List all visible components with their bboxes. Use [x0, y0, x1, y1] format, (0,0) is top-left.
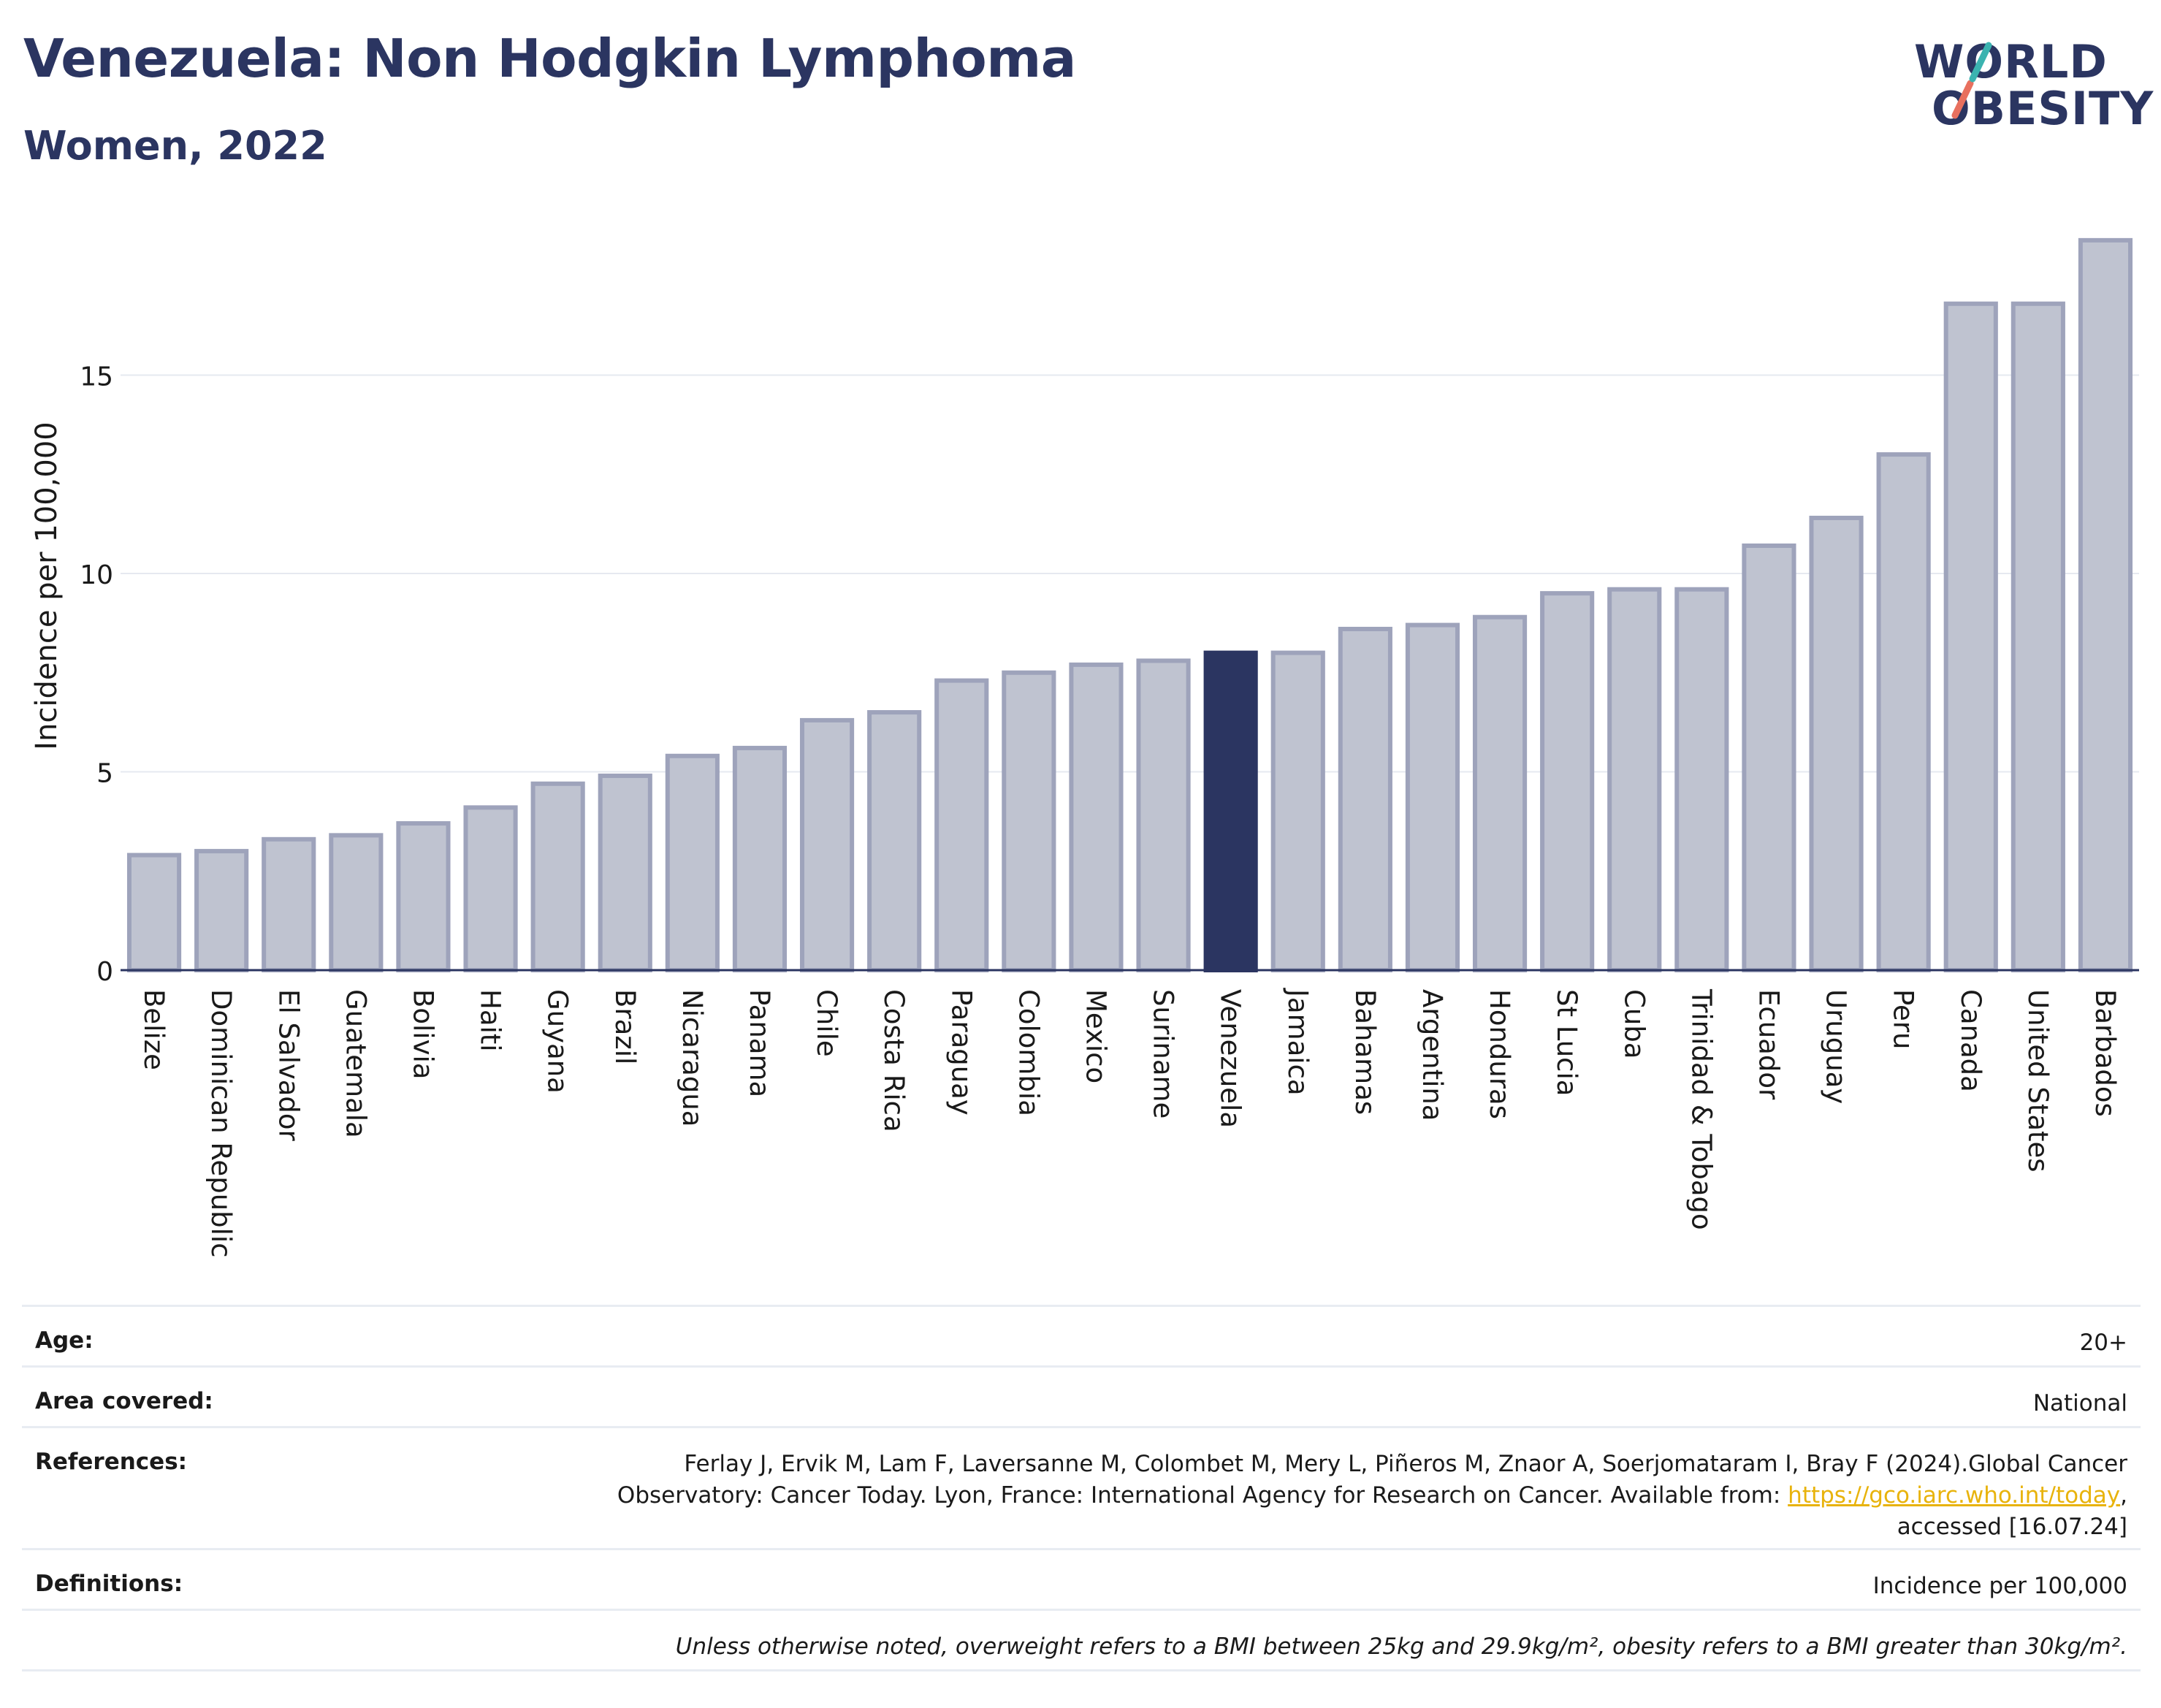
- bar: [463, 805, 518, 973]
- x-tick-label: Mexico: [1080, 989, 1111, 1083]
- y-tick-label: 15: [80, 362, 113, 392]
- definitions-label: Definitions:: [35, 1571, 183, 1597]
- x-tick-label: Paraguay: [945, 989, 977, 1116]
- page-title: Venezuela: Non Hodgkin Lymphoma: [23, 28, 1076, 89]
- bar: [1270, 650, 1325, 972]
- logo-slash-icon: [1951, 42, 1992, 119]
- meta-row-age: Age: 20+: [22, 1305, 2141, 1365]
- x-tick-label: Argentina: [1417, 989, 1448, 1121]
- references-link[interactable]: https://gco.iarc.who.int/today: [1788, 1482, 2121, 1509]
- bar: [799, 717, 855, 972]
- meta-row-references: References: Ferlay J, Ervik M, Lam F, La…: [22, 1426, 2141, 1548]
- bar: [598, 773, 652, 972]
- x-tick-label: Dominican Republic: [205, 989, 237, 1258]
- bar: [1136, 658, 1191, 972]
- references-line-2-end: ,: [2120, 1482, 2127, 1509]
- y-tick-label: 10: [80, 560, 113, 590]
- bar: [2011, 301, 2065, 972]
- x-tick-label: Uruguay: [1821, 989, 1852, 1104]
- bar: [732, 745, 788, 973]
- bar: [262, 836, 316, 972]
- x-tick-label: Guatemala: [340, 989, 371, 1138]
- bar: [126, 853, 182, 972]
- bar: [867, 710, 922, 973]
- bar: [1943, 301, 1998, 972]
- x-tick-label: Ecuador: [1753, 989, 1784, 1100]
- references-line-2: Observatory: Cancer Today. Lyon, France:…: [617, 1482, 1788, 1509]
- bar: [530, 781, 585, 972]
- x-tick-label: Bolivia: [407, 989, 438, 1079]
- bar-chart: 0 5 10 15 Belize Dominican Republic El Salvado…: [80, 237, 2139, 1258]
- x-tick-label: Colombia: [1013, 989, 1044, 1116]
- references-line-1: Ferlay J, Ervik M, Lam F, Laversanne M, …: [684, 1451, 2127, 1477]
- bar: [1203, 650, 1258, 972]
- x-tick-label: Barbados: [2089, 989, 2121, 1117]
- x-tick-label: El Salvador: [272, 989, 304, 1142]
- metadata-table: Age: 20+ Area covered: National Referenc…: [22, 1305, 2141, 1671]
- bar: [1472, 614, 1528, 973]
- x-tick-label: Trinidad & Tobago: [1685, 988, 1717, 1230]
- bar: [1540, 591, 1595, 972]
- references-line-3: accessed [16.07.24]: [1897, 1514, 2127, 1540]
- x-tick-label: Costa Rica: [878, 989, 910, 1132]
- x-tick-label: Nicaragua: [676, 989, 708, 1126]
- logo-word-world: WORLD: [1914, 35, 2108, 88]
- bar: [1338, 627, 1392, 972]
- world-obesity-logo: WORLD OBESITY: [1899, 22, 2153, 153]
- age-label: Age:: [35, 1327, 94, 1354]
- x-tick-label: Jamaica: [1282, 988, 1314, 1096]
- x-tick-label: St Lucia: [1551, 989, 1582, 1096]
- x-tick-label: United States: [2022, 989, 2054, 1173]
- meta-row-definitions: Definitions: Incidence per 100,000: [22, 1548, 2141, 1609]
- bar: [1002, 670, 1056, 972]
- x-tick-label: Honduras: [1484, 989, 1515, 1119]
- bar: [396, 821, 451, 973]
- x-tick-label: Canada: [1955, 989, 1986, 1092]
- x-tick-label: Suriname: [1148, 989, 1179, 1118]
- bar: [1876, 452, 1931, 972]
- bar: [665, 753, 720, 972]
- bar: [1405, 622, 1460, 972]
- bar: [1069, 662, 1124, 972]
- x-tick-label: Venezuela: [1215, 989, 1246, 1128]
- x-tick-label: Guyana: [542, 989, 573, 1094]
- age-value: 20+: [2079, 1330, 2127, 1356]
- page-subtitle: Women, 2022: [23, 123, 327, 169]
- bar: [1809, 515, 1864, 972]
- area-value: National: [2032, 1390, 2127, 1417]
- x-tick-label: Cuba: [1618, 989, 1650, 1059]
- bar: [2078, 237, 2133, 972]
- definitions-value: Incidence per 100,000: [1872, 1573, 2127, 1599]
- references-label: References:: [35, 1449, 188, 1475]
- x-tick-label: Bahamas: [1349, 989, 1381, 1115]
- bar: [1607, 587, 1662, 972]
- y-tick-label: 0: [96, 957, 113, 987]
- bar: [1674, 587, 1729, 972]
- y-tick-label: 5: [96, 758, 113, 788]
- references-value: Ferlay J, Ervik M, Lam F, Laversanne M, …: [617, 1428, 2127, 1548]
- x-tick-label: Peru: [1888, 989, 1919, 1049]
- bar: [194, 849, 249, 973]
- bar: [1742, 543, 1796, 972]
- meta-row-area: Area covered: National: [22, 1365, 2141, 1426]
- x-tick-label: Panama: [744, 989, 775, 1097]
- x-tick-label: Chile: [811, 989, 842, 1057]
- x-tick-label: Haiti: [475, 989, 506, 1052]
- bar: [934, 678, 989, 973]
- meta-row-note: Unless otherwise noted, overweight refer…: [22, 1609, 2141, 1671]
- x-tick-label: Brazil: [609, 989, 641, 1064]
- bar: [329, 833, 384, 972]
- area-label: Area covered:: [35, 1388, 213, 1414]
- bmi-note: Unless otherwise noted, overweight refer…: [675, 1633, 2127, 1660]
- x-tick-label: Belize: [138, 989, 169, 1070]
